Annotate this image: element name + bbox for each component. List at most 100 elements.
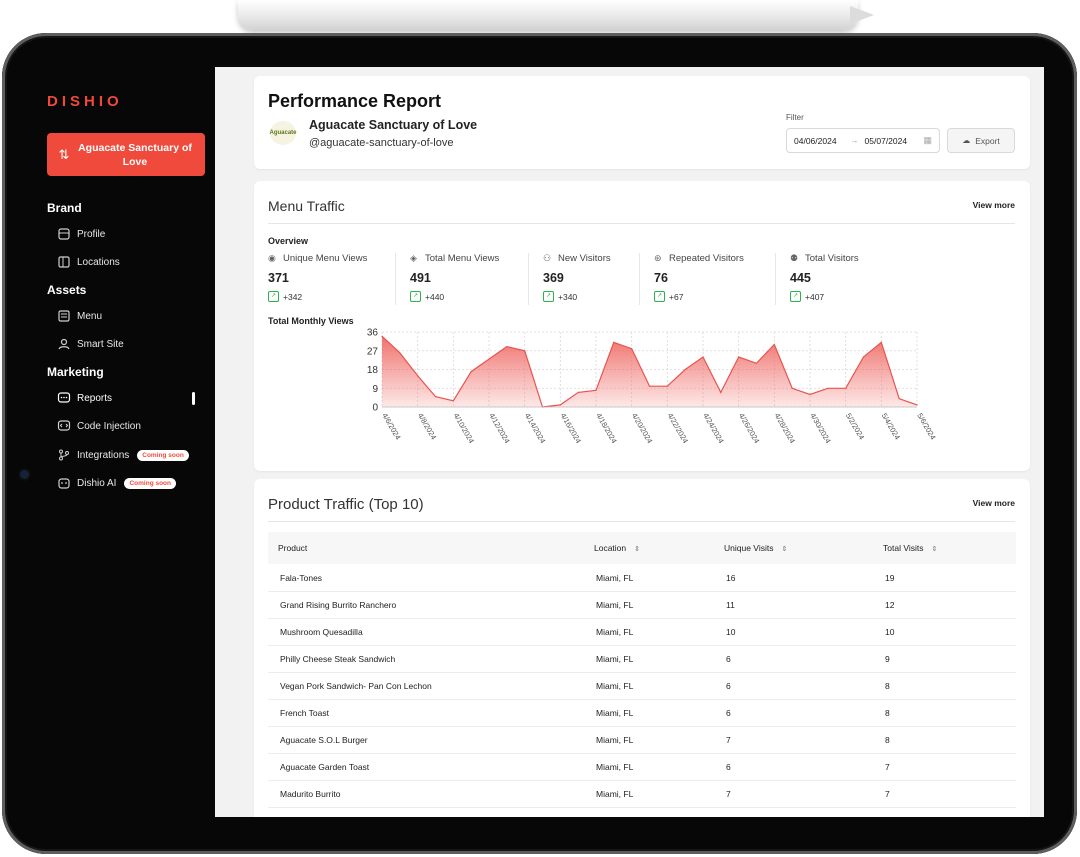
stat-label: Repeated Visitors <box>669 253 744 264</box>
table-row[interactable]: Aguacate S.O.L Burger Miami, FL 7 8 <box>268 726 1016 754</box>
data-point[interactable] <box>845 387 847 389</box>
table-row[interactable]: Madurito Burrito Miami, FL 7 7 <box>268 780 1016 808</box>
data-point[interactable] <box>452 400 454 402</box>
data-point[interactable] <box>648 385 651 387</box>
date-to[interactable]: 05/07/2024 <box>864 135 908 146</box>
table-row[interactable]: Mushroom Quesadilla Miami, FL 10 10 <box>268 618 1016 646</box>
data-point[interactable] <box>434 396 437 398</box>
export-label: Export <box>975 135 1000 146</box>
x-tick-label: 4/26/2024 <box>737 412 761 445</box>
data-point[interactable] <box>773 343 775 346</box>
data-point[interactable] <box>381 335 383 337</box>
stat-separator <box>395 253 396 305</box>
stat-label: Total Visitors <box>805 253 859 264</box>
data-point[interactable] <box>738 356 740 358</box>
stat-delta: +342 <box>283 291 303 302</box>
column-location[interactable]: Location ⇕ <box>594 543 640 553</box>
table-row[interactable]: Aguacate Garden Toast Miami, FL 6 7 <box>268 753 1016 781</box>
stat-label: New Visitors <box>558 253 611 264</box>
date-range-picker[interactable]: 04/06/2024 → 05/07/2024 ▦ <box>786 128 940 153</box>
store-name: Aguacate Sanctuary of Love <box>309 118 478 132</box>
x-tick-label: 5/4/2024 <box>880 412 902 442</box>
data-point[interactable] <box>559 404 561 406</box>
table-row[interactable]: Vegan Pork Sandwich- Pan Con Lechon Miami… <box>268 672 1016 700</box>
table-row[interactable]: Fala-Tones Miami, FL 16 19 <box>268 564 1016 592</box>
brand-switcher-button[interactable]: ⇅ Aguacate Sanctuary of Love <box>47 133 205 176</box>
sort-icon[interactable]: ⇕ <box>931 546 938 553</box>
table-row[interactable]: Grand Rising Burrito Ranchero Miami, FL 11… <box>268 591 1016 619</box>
x-tick-label: 4/10/2024 <box>452 412 476 445</box>
cell-total: 8 <box>885 708 890 718</box>
filter-label: Filter <box>786 113 804 122</box>
data-point[interactable] <box>862 356 865 358</box>
layers-icon: ◈ <box>410 253 417 263</box>
cell-product: French Toast <box>280 708 329 718</box>
data-point[interactable] <box>880 341 882 343</box>
data-point[interactable] <box>755 362 758 364</box>
map-icon <box>58 256 70 268</box>
sidebar-item-label: Code Injection <box>77 420 141 432</box>
data-point[interactable] <box>399 352 401 354</box>
column-label: Unique Visits <box>724 543 774 553</box>
menu-traffic-title: Menu Traffic <box>268 198 345 214</box>
data-point[interactable] <box>684 368 686 371</box>
cell-unique: 11 <box>726 600 735 610</box>
data-point[interactable] <box>470 371 472 373</box>
overview-label: Overview <box>268 236 309 246</box>
sort-icon[interactable]: ⇕ <box>781 546 788 553</box>
stat-delta: +440 <box>425 291 445 302</box>
stat-unique-menu-views: ◉ Unique Menu Views 371 ↗ +342 <box>268 253 367 302</box>
x-tick-label: 5/2/2024 <box>844 412 866 442</box>
y-tick-label: 9 <box>372 384 378 395</box>
export-button[interactable]: ☁ Export <box>947 128 1015 153</box>
trend-up-icon: ↗ <box>410 291 421 302</box>
x-tick-label: 4/30/2024 <box>808 412 832 445</box>
sidebar-item-dishio-ai[interactable]: Dishio AI Coming soon <box>57 477 207 489</box>
data-point[interactable] <box>631 348 633 350</box>
column-label: Product <box>278 543 308 553</box>
trend-up-icon: ↗ <box>654 291 665 302</box>
sidebar-item-menu[interactable]: Menu <box>57 310 207 322</box>
data-point[interactable] <box>809 393 811 396</box>
table-row[interactable]: Philly Cheese Steak Sandwich Miami, FL 6 9 <box>268 645 1016 673</box>
sidebar-item-locations[interactable]: Locations <box>57 256 207 268</box>
user-icon <box>58 338 70 350</box>
sort-icon[interactable]: ⇕ <box>634 546 641 553</box>
view-more-link[interactable]: View more <box>972 200 1015 210</box>
sidebar-item-label: Smart Site <box>77 338 124 350</box>
sidebar-item-reports[interactable]: Reports <box>57 392 207 404</box>
view-more-link[interactable]: View more <box>972 498 1015 508</box>
data-point[interactable] <box>595 389 597 391</box>
sidebar-item-code-injection[interactable]: Code Injection <box>57 420 207 432</box>
cell-total: 8 <box>885 681 890 691</box>
table-row[interactable]: French Toast Miami, FL 6 8 <box>268 699 1016 727</box>
data-point[interactable] <box>506 346 508 348</box>
trend-up-icon: ↗ <box>543 291 554 302</box>
sidebar-item-smart-site[interactable]: Smart Site <box>57 338 207 350</box>
cell-total: 12 <box>885 600 895 610</box>
data-point[interactable] <box>827 387 829 389</box>
column-unique-visits[interactable]: Unique Visits ⇕ <box>724 543 787 553</box>
cell-unique: 7 <box>726 735 731 745</box>
data-point[interactable] <box>916 404 918 406</box>
column-total-visits[interactable]: Total Visits ⇕ <box>883 543 937 553</box>
sidebar-item-profile[interactable]: Profile <box>57 228 207 240</box>
data-point[interactable] <box>524 350 526 352</box>
date-from[interactable]: 04/06/2024 <box>794 135 837 146</box>
data-point[interactable] <box>577 391 579 393</box>
stat-value: 491 <box>410 271 431 285</box>
data-point[interactable] <box>720 391 722 393</box>
cell-location: Miami, FL <box>596 762 634 772</box>
data-point[interactable] <box>488 358 490 360</box>
stat-delta: +407 <box>805 291 825 302</box>
x-tick-label: 4/20/2024 <box>630 412 654 445</box>
data-point[interactable] <box>898 398 900 400</box>
data-point[interactable] <box>791 387 793 389</box>
data-point[interactable] <box>417 375 419 377</box>
x-tick-label: 4/24/2024 <box>701 412 725 445</box>
data-point[interactable] <box>613 341 615 343</box>
sidebar: DISHIO ⇅ Aguacate Sanctuary of Love Bran… <box>35 65 213 815</box>
data-point[interactable] <box>666 385 668 387</box>
sidebar-item-integrations[interactable]: Integrations Coming soon <box>57 449 207 461</box>
data-point[interactable] <box>702 356 704 358</box>
